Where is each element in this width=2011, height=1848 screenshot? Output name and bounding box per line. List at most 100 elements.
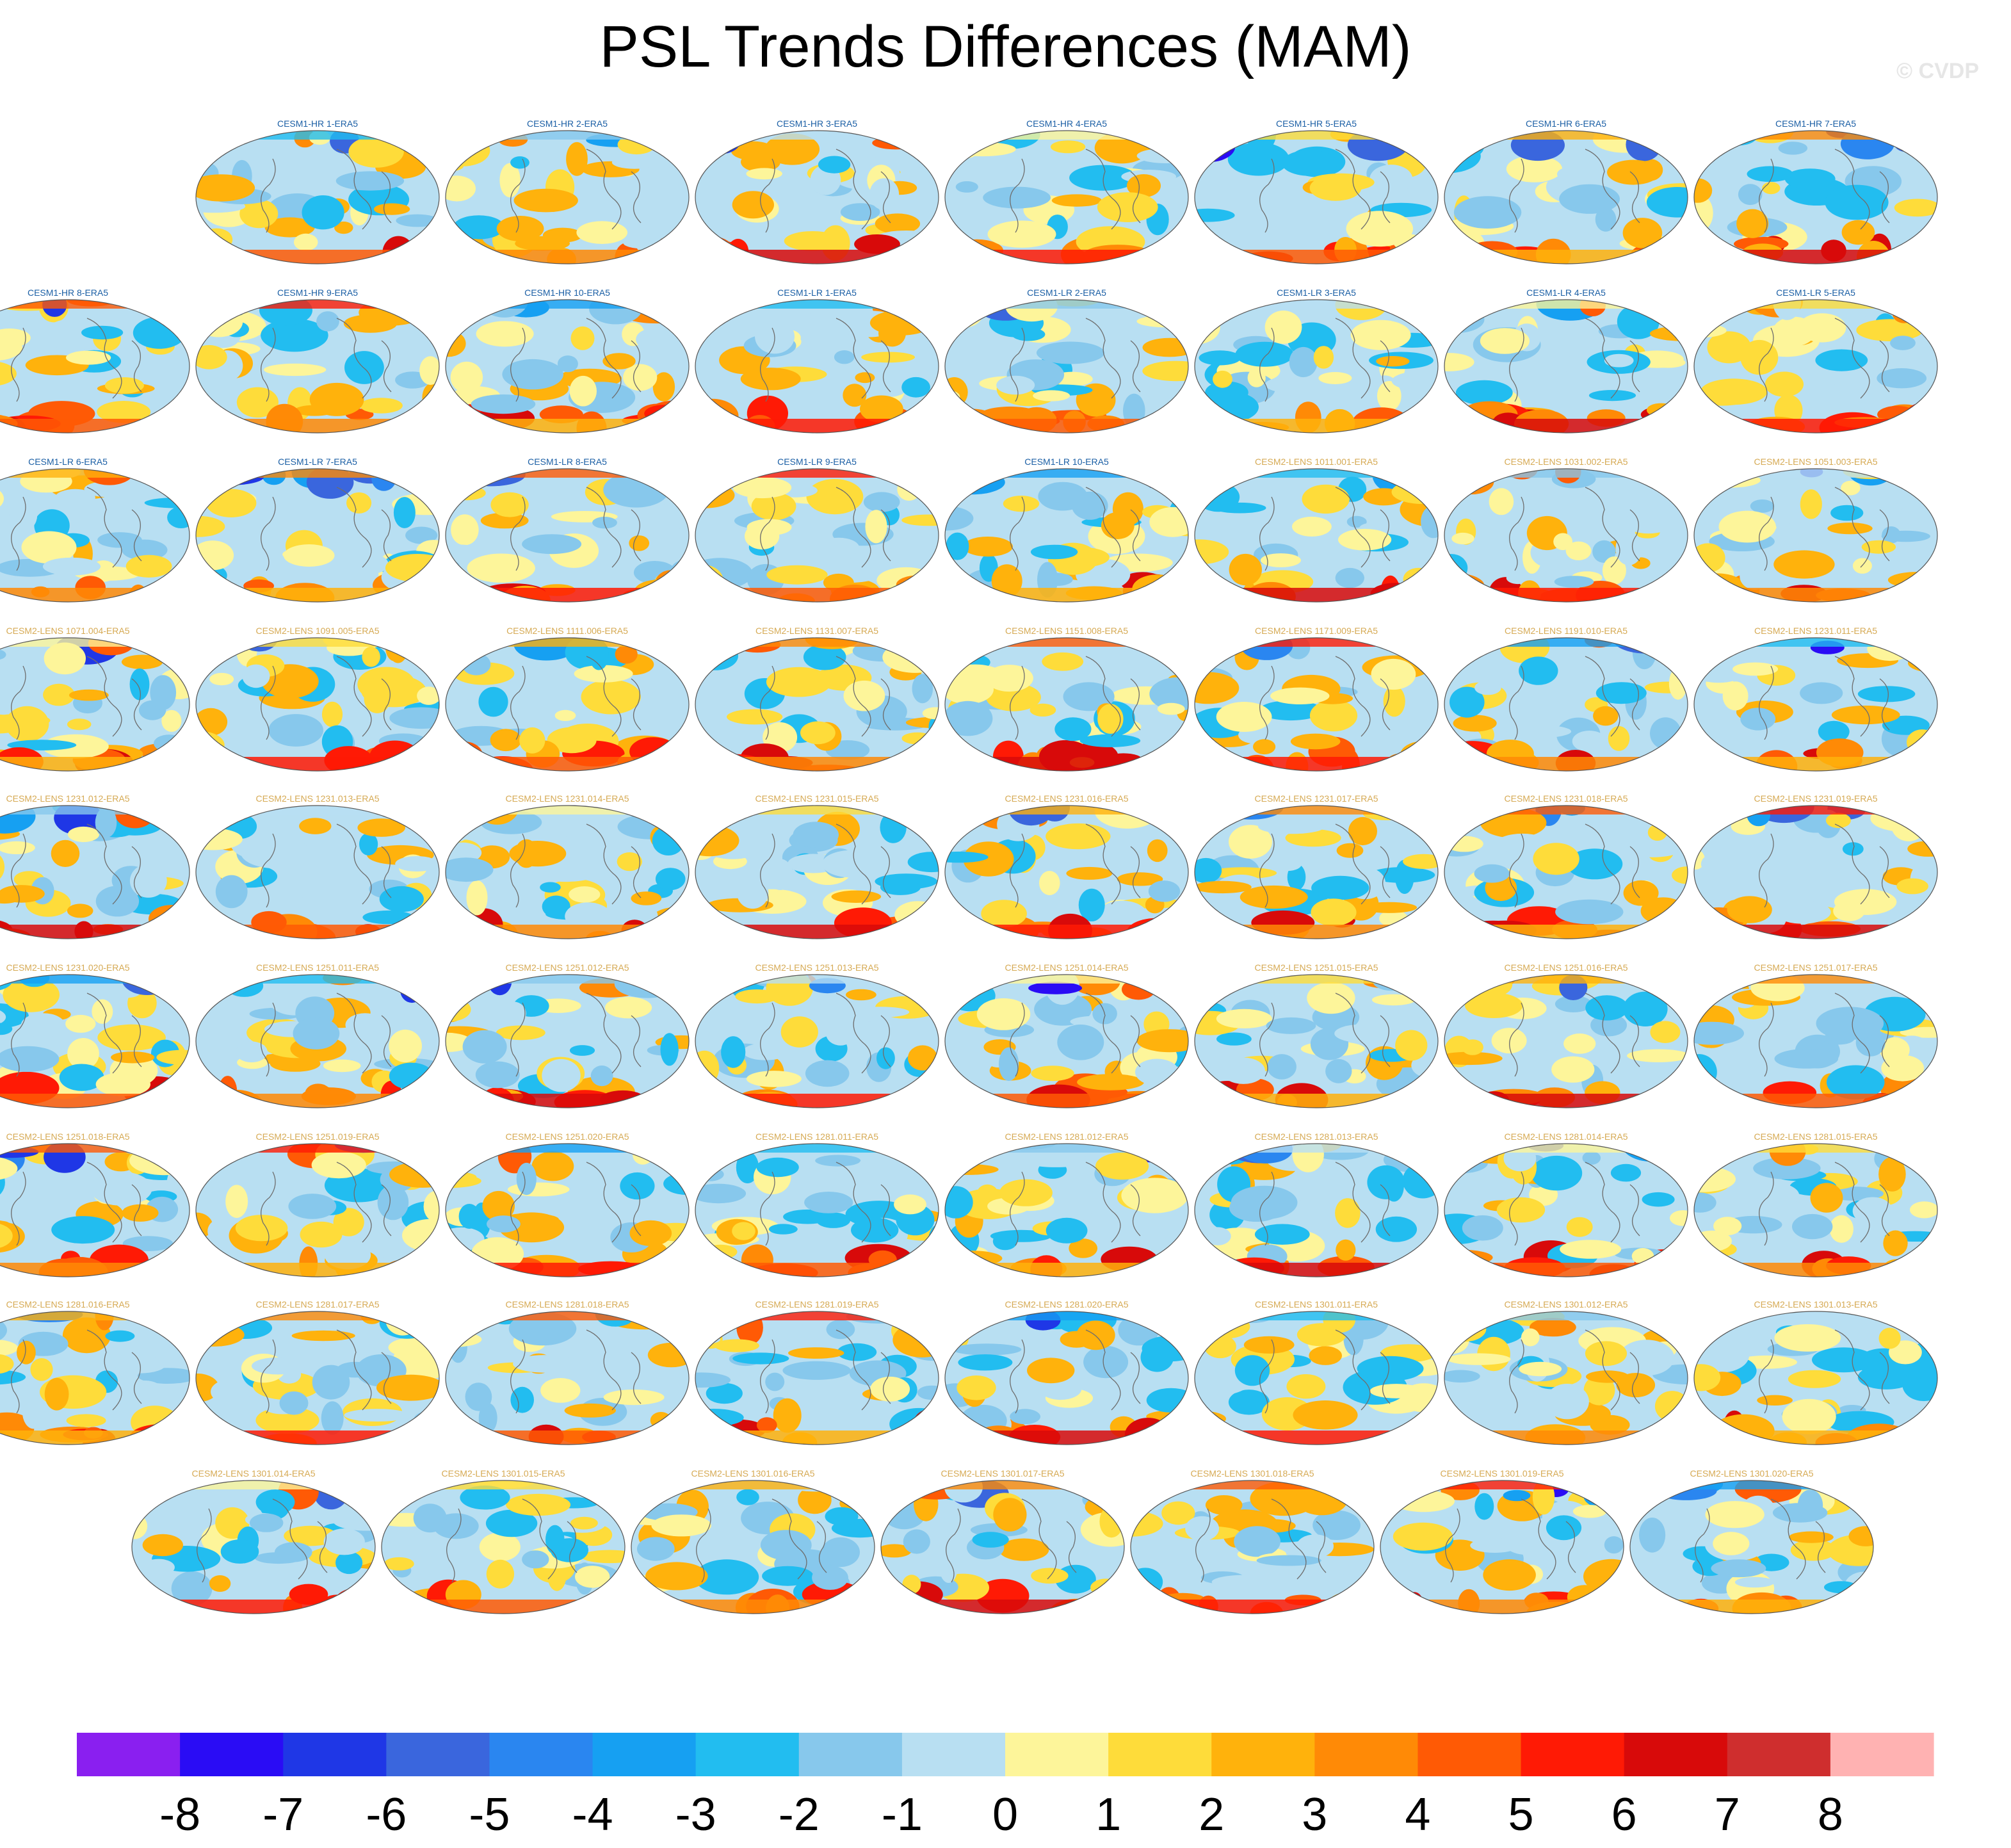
- colorbar-swatch: [1727, 1733, 1831, 1776]
- panel-label: CESM2-LENS 1301.011-ERA5: [1255, 1299, 1378, 1309]
- panel-label: CESM2-LENS 1281.020-ERA5: [1005, 1299, 1129, 1309]
- panel-label: CESM1-LR 10-ERA5: [1024, 457, 1109, 467]
- panel-label: CESM2-LENS 1281.018-ERA5: [506, 1299, 629, 1309]
- map-panel: CESM2-LENS 1231.012-ERA5: [0, 793, 190, 939]
- map-panel: CESM2-LENS 1191.010-ERA5: [1444, 626, 1688, 772]
- panel-label: CESM1-HR 2-ERA5: [527, 118, 608, 129]
- colorbar-swatch: [1624, 1733, 1728, 1776]
- colorbar-swatch: [901, 1733, 1006, 1776]
- map-panel: CESM1-LR 4-ERA5: [1444, 288, 1688, 434]
- colorbar-swatch: [1830, 1733, 1934, 1776]
- panel-label: CESM2-LENS 1131.007-ERA5: [755, 626, 878, 636]
- map-panel: CESM2-LENS 1251.018-ERA5: [0, 1131, 190, 1277]
- panel-label: CESM2-LENS 1231.015-ERA5: [755, 793, 879, 804]
- panel-label: CESM2-LENS 1281.014-ERA5: [1505, 1131, 1628, 1142]
- panel-label: CESM2-LENS 1281.011-ERA5: [755, 1131, 878, 1142]
- map-panel: CESM2-LENS 1231.013-ERA5: [195, 793, 440, 939]
- panel-label: CESM2-LENS 1251.012-ERA5: [506, 962, 629, 973]
- panel-label: CESM2-LENS 1171.009-ERA5: [1255, 626, 1378, 636]
- panel-label: CESM1-HR 10-ERA5: [524, 288, 610, 298]
- panel-label: CESM2-LENS 1281.015-ERA5: [1754, 1131, 1878, 1142]
- colorbar-swatch: [1417, 1733, 1522, 1776]
- panel-label: CESM2-LENS 1301.018-ERA5: [1191, 1468, 1314, 1479]
- map-panel: CESM1-HR 5-ERA5: [1194, 118, 1439, 264]
- panel-label: CESM1-LR 7-ERA5: [278, 457, 357, 467]
- map-panel: CESM2-LENS 1031.002-ERA5: [1444, 457, 1688, 603]
- map-panel: CESM1-HR 3-ERA5: [695, 118, 939, 264]
- map-panel: CESM2-LENS 1281.011-ERA5: [695, 1131, 939, 1277]
- map-panel: CESM2-LENS 1281.016-ERA5: [0, 1299, 190, 1445]
- panel-label: CESM2-LENS 1051.003-ERA5: [1754, 457, 1878, 467]
- map-panel: CESM2-LENS 1251.020-ERA5: [445, 1131, 690, 1277]
- map-panel: CESM2-LENS 1251.016-ERA5: [1444, 962, 1688, 1108]
- panel-label: CESM1-HR 3-ERA5: [777, 118, 857, 129]
- map-panel: CESM2-LENS 1151.008-ERA5: [944, 626, 1189, 772]
- panel-label: CESM2-LENS 1031.002-ERA5: [1505, 457, 1628, 467]
- panel-label: CESM2-LENS 1231.013-ERA5: [256, 793, 380, 804]
- map-panel: CESM2-LENS 1301.015-ERA5: [381, 1468, 626, 1614]
- map-panel: CESM2-LENS 1231.018-ERA5: [1444, 793, 1688, 939]
- panel-label: CESM1-HR 5-ERA5: [1276, 118, 1357, 129]
- colorbar-tick-label: -8: [159, 1789, 200, 1840]
- map-panel: CESM2-LENS 1071.004-ERA5: [0, 626, 190, 772]
- colorbar-tick-label: 1: [1095, 1789, 1121, 1840]
- map-panel: CESM2-LENS 1251.014-ERA5: [944, 962, 1189, 1108]
- panel-label: CESM2-LENS 1231.016-ERA5: [1005, 793, 1129, 804]
- panel-label: CESM2-LENS 1251.014-ERA5: [1005, 962, 1129, 973]
- panel-label: CESM2-LENS 1251.016-ERA5: [1505, 962, 1628, 973]
- colorbar-tick-label: -1: [882, 1789, 923, 1840]
- map-panel: CESM1-LR 8-ERA5: [445, 457, 690, 603]
- map-panel: CESM2-LENS 1281.019-ERA5: [695, 1299, 939, 1445]
- map-panel: CESM1-LR 2-ERA5: [944, 288, 1189, 434]
- colorbar-swatch: [1108, 1733, 1212, 1776]
- map-panel: CESM2-LENS 1281.018-ERA5: [445, 1299, 690, 1445]
- map-panel: CESM2-LENS 1251.011-ERA5: [195, 962, 440, 1108]
- colorbar-tick-label: -3: [675, 1789, 716, 1840]
- map-panel: CESM2-LENS 1131.007-ERA5: [695, 626, 939, 772]
- map-panel: CESM2-LENS 1301.016-ERA5: [631, 1468, 875, 1614]
- panel-label: CESM2-LENS 1231.011-ERA5: [1754, 626, 1877, 636]
- panel-label: CESM1-LR 9-ERA5: [777, 457, 857, 467]
- map-panel: CESM2-LENS 1231.016-ERA5: [944, 793, 1189, 939]
- map-panel: CESM2-LENS 1301.020-ERA5: [1629, 1468, 1874, 1614]
- map-panel: CESM2-LENS 1251.013-ERA5: [695, 962, 939, 1108]
- panel-label: CESM2-LENS 1251.013-ERA5: [755, 962, 879, 973]
- panel-label: CESM1-LR 4-ERA5: [1526, 288, 1606, 298]
- colorbar-tick-label: -6: [366, 1789, 407, 1840]
- colorbar-swatch: [695, 1733, 800, 1776]
- map-panel: CESM2-LENS 1251.019-ERA5: [195, 1131, 440, 1277]
- panel-label: CESM2-LENS 1251.018-ERA5: [6, 1131, 130, 1142]
- map-panel: CESM2-LENS 1281.013-ERA5: [1194, 1131, 1439, 1277]
- colorbar-tick-label: 4: [1405, 1789, 1430, 1840]
- panel-label: CESM2-LENS 1251.019-ERA5: [256, 1131, 380, 1142]
- map-panel: CESM2-LENS 1251.012-ERA5: [445, 962, 690, 1108]
- colorbar-swatch: [1005, 1733, 1109, 1776]
- panel-label: CESM2-LENS 1281.013-ERA5: [1255, 1131, 1378, 1142]
- colorbar-tick-label: -2: [779, 1789, 820, 1840]
- panel-label: CESM2-LENS 1251.015-ERA5: [1255, 962, 1378, 973]
- map-panel: CESM1-LR 1-ERA5: [695, 288, 939, 434]
- panel-label: CESM1-HR 1-ERA5: [277, 118, 358, 129]
- colorbar-swatch: [592, 1733, 697, 1776]
- panel-label: CESM2-LENS 1191.010-ERA5: [1505, 626, 1627, 636]
- panel-label: CESM2-LENS 1281.019-ERA5: [755, 1299, 879, 1309]
- panel-label: CESM2-LENS 1231.017-ERA5: [1255, 793, 1378, 804]
- map-panel: CESM2-LENS 1301.019-ERA5: [1380, 1468, 1624, 1614]
- map-panel: CESM2-LENS 1301.011-ERA5: [1194, 1299, 1439, 1445]
- panel-label: CESM2-LENS 1301.013-ERA5: [1754, 1299, 1878, 1309]
- panel-label: CESM1-HR 9-ERA5: [277, 288, 358, 298]
- panel-label: CESM2-LENS 1231.012-ERA5: [6, 793, 130, 804]
- map-panel: CESM1-LR 6-ERA5: [0, 457, 190, 603]
- map-panel: CESM1-HR 10-ERA5: [445, 288, 690, 434]
- panel-label: CESM2-LENS 1251.011-ERA5: [256, 962, 379, 973]
- map-panel: CESM2-LENS 1301.012-ERA5: [1444, 1299, 1688, 1445]
- panel-label: CESM1-HR 7-ERA5: [1775, 118, 1856, 129]
- panel-label: CESM1-LR 6-ERA5: [28, 457, 108, 467]
- colorbar-tick-label: 5: [1508, 1789, 1534, 1840]
- panel-label: CESM2-LENS 1231.020-ERA5: [6, 962, 130, 973]
- panel-label: CESM2-LENS 1231.014-ERA5: [506, 793, 629, 804]
- panel-label: CESM2-LENS 1151.008-ERA5: [1005, 626, 1128, 636]
- panel-label: CESM2-LENS 1301.012-ERA5: [1505, 1299, 1628, 1309]
- map-panel: CESM2-LENS 1231.011-ERA5: [1693, 626, 1938, 772]
- colorbar-tick-label: -4: [572, 1789, 613, 1840]
